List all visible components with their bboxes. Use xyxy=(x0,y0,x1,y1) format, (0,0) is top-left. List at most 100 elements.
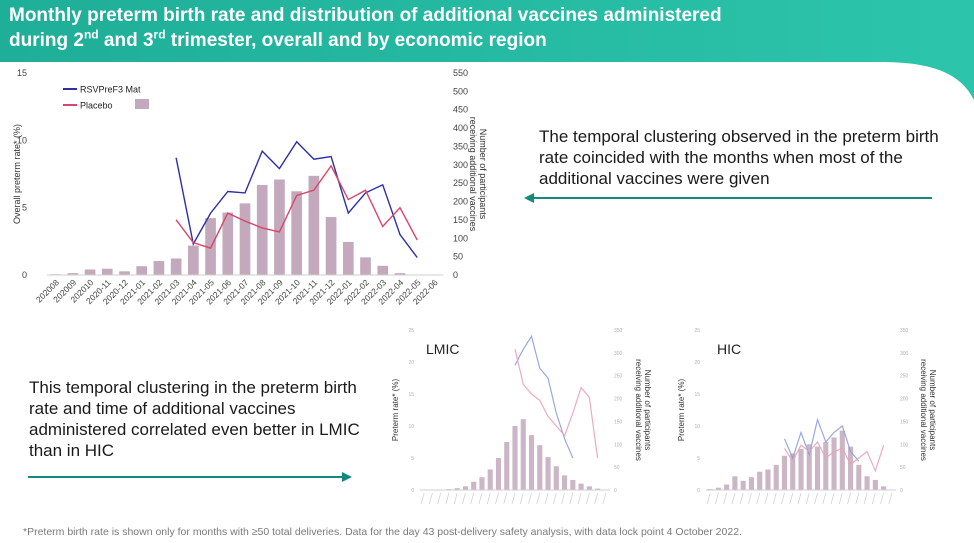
y2-axis-label-line2: receiving additional vaccines xyxy=(919,359,928,461)
x-tick-label xyxy=(437,492,442,505)
x-tick-label xyxy=(528,492,532,505)
bar xyxy=(471,481,477,490)
x-tick-label xyxy=(519,492,524,505)
bar xyxy=(360,257,371,275)
y2-tick-label: 450 xyxy=(453,105,468,115)
title-sup-nd: nd xyxy=(83,27,99,42)
y-tick-label: 5 xyxy=(411,456,414,462)
x-tick-label xyxy=(748,492,752,505)
bar xyxy=(872,479,878,490)
bar xyxy=(856,464,862,490)
bar xyxy=(325,216,337,275)
footnote: *Preterm birth rate is shown only for mo… xyxy=(23,526,742,538)
bar xyxy=(864,476,870,490)
y2-tick-label: 100 xyxy=(453,233,468,243)
bar xyxy=(504,442,510,490)
y2-tick-label: 550 xyxy=(453,68,468,78)
x-tick-label xyxy=(880,492,884,505)
series-line-placebo xyxy=(514,349,599,459)
y2-tick-label: 150 xyxy=(453,215,468,225)
x-tick-label xyxy=(453,492,458,505)
x-tick-label xyxy=(797,492,802,505)
y-tick-label: 25 xyxy=(408,328,414,334)
bar xyxy=(528,435,535,490)
y2-tick-label: 250 xyxy=(614,374,623,380)
page-title-line-2: during 2nd and 3rd trimester, overall an… xyxy=(9,27,547,52)
y-tick-label: 20 xyxy=(694,360,700,366)
bar xyxy=(520,419,526,490)
title-sup-rd: rd xyxy=(153,27,166,42)
bar xyxy=(512,426,518,490)
title-banner: Monthly preterm birth rate and distribut… xyxy=(0,0,974,100)
page-title-line-1: Monthly preterm birth rate and distribut… xyxy=(9,5,722,26)
x-tick-label xyxy=(462,492,466,505)
x-tick-label xyxy=(561,492,565,505)
y-axis-label: Preterm rate* (%) xyxy=(391,379,400,442)
bar xyxy=(454,488,460,490)
bar xyxy=(537,445,543,490)
x-tick-label xyxy=(781,492,785,505)
arrow-left-icon xyxy=(524,193,932,203)
x-tick-label xyxy=(822,492,827,505)
y-tick-label: 10 xyxy=(408,424,414,430)
chart-title: LMIC xyxy=(426,341,459,357)
bar xyxy=(274,179,285,275)
y2-tick-label: 350 xyxy=(453,141,468,151)
y2-tick-label: 250 xyxy=(453,178,468,188)
bar xyxy=(342,241,354,275)
bar xyxy=(831,437,837,490)
bar xyxy=(188,245,199,275)
x-tick-label xyxy=(756,492,761,505)
arrow-right-icon xyxy=(28,472,352,482)
x-tick-label xyxy=(863,492,868,505)
bar xyxy=(881,486,887,490)
x-tick-label xyxy=(544,492,549,505)
x-tick-label xyxy=(739,492,744,505)
x-tick-label xyxy=(731,492,736,505)
bar xyxy=(798,448,804,490)
y2-tick-label: 0 xyxy=(900,488,903,494)
legend-label: RSVPreF3 Mat xyxy=(80,85,141,95)
bar xyxy=(136,266,148,275)
x-tick-label xyxy=(503,492,508,505)
y2-tick-label: 50 xyxy=(614,465,620,471)
bar xyxy=(256,185,268,275)
y-axis-label: Preterm rate* (%) xyxy=(677,379,686,442)
y2-tick-label: 50 xyxy=(900,465,906,471)
overall-chart: 0510150501001502002503003504004505005502… xyxy=(12,68,488,306)
y2-tick-label: 250 xyxy=(900,374,909,380)
y2-tick-label: 500 xyxy=(453,86,468,96)
series-line-placebo xyxy=(783,440,885,473)
legend-label: Placebo xyxy=(80,101,113,111)
bar xyxy=(823,442,829,490)
y2-tick-label: 300 xyxy=(614,351,623,357)
bar xyxy=(748,477,754,490)
x-tick-label xyxy=(838,492,843,505)
x-tick-label xyxy=(552,492,557,505)
y2-tick-label: 100 xyxy=(614,442,623,448)
x-tick-label xyxy=(536,492,541,505)
bar xyxy=(377,265,389,275)
bar xyxy=(848,446,854,490)
y2-tick-label: 0 xyxy=(453,270,458,280)
y-tick-label: 20 xyxy=(408,360,414,366)
y2-axis-label-line1: Number of participants xyxy=(643,370,652,450)
bar xyxy=(462,486,468,490)
chart-title: HIC xyxy=(717,341,741,357)
x-tick-label xyxy=(723,492,728,505)
x-tick-label xyxy=(445,492,450,505)
bar xyxy=(495,458,502,490)
x-tick-label xyxy=(805,492,810,505)
title-text-a: during 2 xyxy=(9,30,84,51)
bar xyxy=(724,484,730,490)
bar xyxy=(222,212,234,275)
x-tick-label xyxy=(478,492,483,505)
x-tick-label xyxy=(855,492,860,505)
y-tick-label: 0 xyxy=(697,488,700,494)
y-tick-label: 15 xyxy=(17,68,27,78)
bar xyxy=(553,466,559,490)
bar xyxy=(479,477,485,490)
x-tick-label xyxy=(706,492,711,505)
y2-tick-label: 150 xyxy=(900,419,909,425)
